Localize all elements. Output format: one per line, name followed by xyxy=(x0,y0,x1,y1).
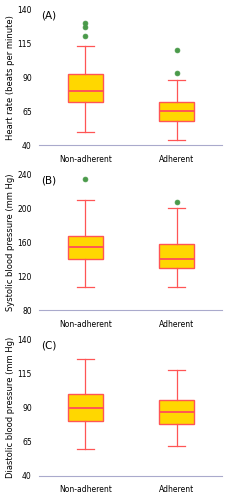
PathPatch shape xyxy=(159,102,193,120)
Text: (C): (C) xyxy=(41,341,57,351)
PathPatch shape xyxy=(68,394,102,421)
Text: (B): (B) xyxy=(41,176,56,186)
Y-axis label: Diastolic blood pressure (mm Hg): Diastolic blood pressure (mm Hg) xyxy=(5,337,15,478)
PathPatch shape xyxy=(68,74,102,102)
Y-axis label: Systolic blood pressure (mm Hg): Systolic blood pressure (mm Hg) xyxy=(5,174,15,311)
Y-axis label: Heart rate (beats per minute): Heart rate (beats per minute) xyxy=(5,14,15,140)
PathPatch shape xyxy=(68,236,102,260)
Text: (A): (A) xyxy=(41,10,56,20)
PathPatch shape xyxy=(159,244,193,268)
PathPatch shape xyxy=(159,400,193,424)
